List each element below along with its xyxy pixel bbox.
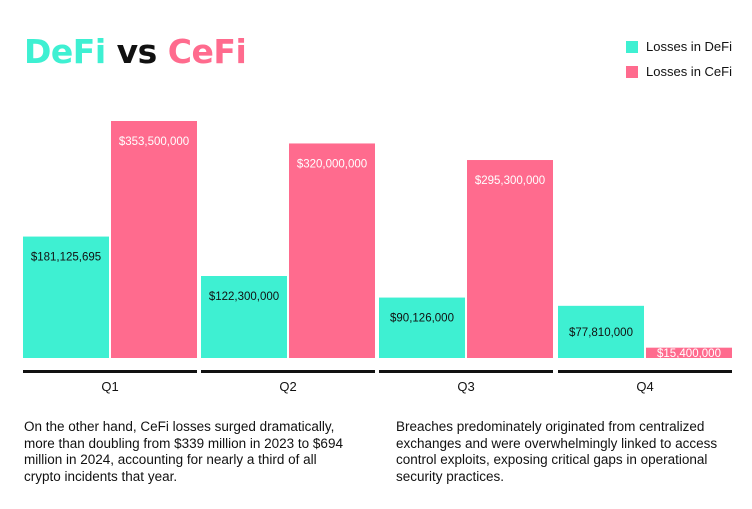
paragraph-left: On the other hand, CeFi losses surged dr… [24, 419, 343, 484]
legend-item-defi: Losses in DeFi [626, 34, 732, 59]
bar-defi-q3 [379, 297, 465, 358]
title-vs: vs [116, 32, 158, 71]
legend: Losses in DeFi Losses in CeFi [626, 34, 732, 84]
bar-chart: $181,125,695 $353,500,000 Q1 $122,300,000 $3… [23, 121, 732, 394]
bar-cefi-q2 [289, 143, 375, 358]
data-label-cefi-q2: $320,000,000 [297, 158, 367, 170]
axis-segment-q4 [558, 370, 732, 373]
axis-segment-q1 [23, 370, 197, 373]
legend-label-cefi: Losses in CeFi [646, 64, 732, 79]
x-tick-label-q2: Q2 [279, 379, 296, 394]
bar-defi-q4 [558, 305, 644, 358]
legend-swatch-defi [626, 40, 638, 53]
title-defi: DeFi [24, 32, 106, 71]
bar-cefi-q3 [467, 160, 553, 358]
data-label-cefi-q1: $353,500,000 [119, 136, 189, 148]
legend-item-cefi: Losses in CeFi [626, 59, 732, 84]
bar-defi-q1 [23, 236, 109, 358]
legend-label-defi: Losses in DeFi [646, 39, 732, 54]
axis-segment-q3 [379, 370, 553, 373]
x-tick-label-q4: Q4 [636, 379, 653, 394]
data-label-defi-q3: $90,126,000 [390, 313, 454, 325]
paragraph-right: Breaches predominately originated from c… [396, 419, 718, 484]
bar-cefi-q1 [111, 121, 197, 358]
data-label-defi-q1: $181,125,695 [31, 252, 101, 264]
data-label-cefi-q3: $295,300,000 [475, 175, 545, 187]
bar-cefi-q4 [646, 347, 732, 358]
bar-defi-q2 [201, 276, 287, 358]
axis-segment-q2 [201, 370, 375, 373]
legend-swatch-cefi [626, 65, 638, 78]
data-label-defi-q4: $77,810,000 [569, 327, 633, 339]
title-cefi: CeFi [167, 32, 247, 71]
data-label-cefi-q4: $15,400,000 [657, 348, 721, 360]
chart-title: DeFi vs CeFi [24, 30, 247, 74]
x-tick-label-q1: Q1 [101, 379, 118, 394]
x-tick-label-q3: Q3 [457, 379, 474, 394]
data-label-defi-q2: $122,300,000 [209, 291, 279, 303]
